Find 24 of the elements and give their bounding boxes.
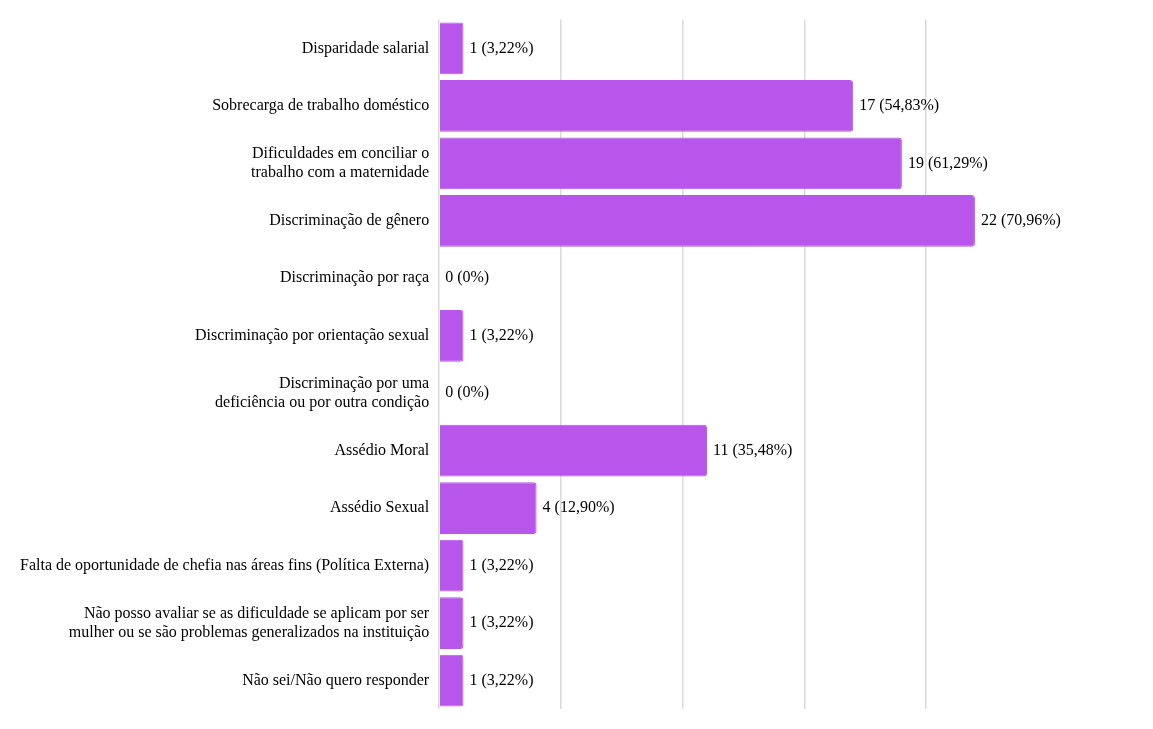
data-label: 1 (3,22%) bbox=[469, 325, 534, 344]
y-tick-label: Disparidade salarial bbox=[301, 38, 430, 57]
y-tick-label: Discriminação por orientação sexual bbox=[195, 325, 430, 344]
data-label: 1 (3,22%) bbox=[469, 555, 534, 574]
data-label: 11 (35,48%) bbox=[713, 440, 793, 459]
y-tick-label: Assédio Moral bbox=[334, 440, 430, 458]
data-label: 1 (3,22%) bbox=[469, 38, 534, 57]
data-label: 19 (61,29%) bbox=[907, 153, 988, 172]
y-tick-label: Discriminação de gênero bbox=[269, 210, 430, 229]
data-label: 17 (54,83%) bbox=[859, 96, 940, 115]
y-tick-label: Não sei/Não quero responder bbox=[242, 670, 430, 689]
y-tick-label: Assédio Sexual bbox=[330, 498, 430, 516]
y-tick-label: Discriminação por raça bbox=[279, 268, 430, 287]
data-label: 0 (0%) bbox=[445, 383, 490, 402]
data-label: 0 (0%) bbox=[445, 268, 490, 287]
y-tick-label: Dificuldades em conciliar o trabalho com a maternidade bbox=[251, 143, 430, 181]
y-tick-label: Sobrecarga de trabalho doméstico bbox=[212, 96, 430, 115]
data-label: 1 (3,22%) bbox=[469, 613, 534, 632]
y-tick-label: Falta de oportunidade de chefia nas áreas fins (Política Externa) bbox=[20, 555, 430, 574]
data-label: 22 (70,96%) bbox=[980, 210, 1061, 229]
data-label: 4 (12,90%) bbox=[542, 498, 615, 517]
data-label: 1 (3,22%) bbox=[469, 670, 534, 689]
y-tick-label: Não posso avaliar se as dificuldade se aplicam por ser mulher ou se são problemas generalizados na instituição bbox=[68, 603, 430, 641]
y-tick-label: Discriminação por uma deficiência ou por outra condição bbox=[215, 373, 430, 412]
